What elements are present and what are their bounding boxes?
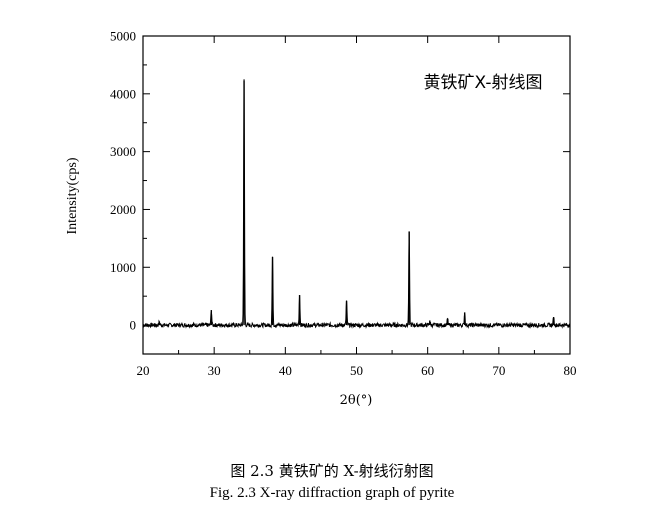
y-tick-label: 1000 (110, 260, 136, 275)
x-tick-label: 50 (350, 363, 363, 378)
x-tick-label: 30 (208, 363, 221, 378)
figure-caption-chinese: 图 2.3 黄铁矿的 X-射线衍射图 (230, 462, 434, 480)
xrd-chart: 20 30 40 50 60 70 80 0 1000 2000 3000 4000 5000 黄铁矿X… (65, 29, 577, 409)
x-tick-label: 80 (564, 363, 577, 378)
y-tick-label: 0 (130, 318, 137, 333)
y-tick-label: 4000 (110, 86, 136, 101)
y-tick-label: 5000 (110, 29, 136, 44)
figure-caption-english: Fig. 2.3 X-ray diffraction graph of pyri… (209, 485, 455, 501)
y-axis-label: Intensity(cps) (65, 157, 80, 234)
x-tick-label: 20 (137, 363, 150, 378)
y-tick-label: 2000 (110, 202, 136, 217)
xrd-pattern-line (142, 79, 571, 330)
x-tick-label: 60 (421, 363, 434, 378)
x-tick-label: 40 (279, 363, 292, 378)
x-axis-label: 2θ(°) (340, 393, 373, 408)
data-series (142, 79, 571, 330)
axis-ticks: 20 30 40 50 60 70 80 0 1000 2000 3000 4000 5000 (110, 29, 577, 379)
y-tick-label: 3000 (110, 144, 136, 159)
x-tick-label: 70 (492, 363, 505, 378)
chart-title: 黄铁矿X-射线图 (424, 73, 543, 93)
